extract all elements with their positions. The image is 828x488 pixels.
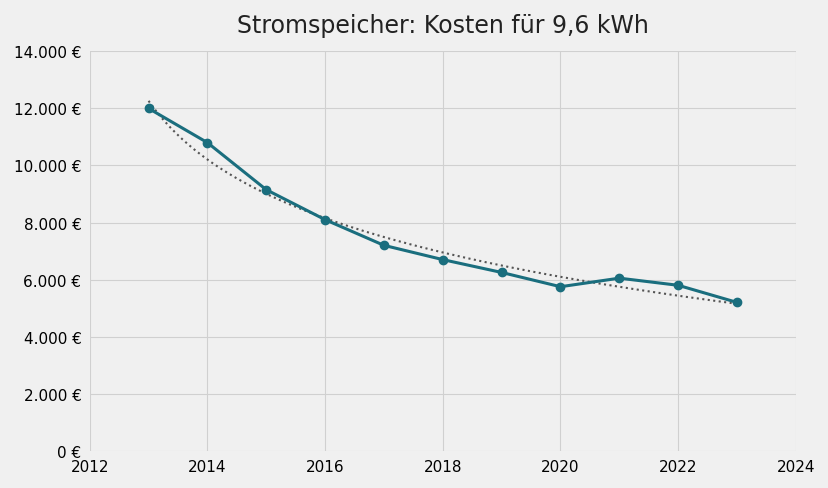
Title: Stromspeicher: Kosten für 9,6 kWh: Stromspeicher: Kosten für 9,6 kWh [237,14,648,38]
